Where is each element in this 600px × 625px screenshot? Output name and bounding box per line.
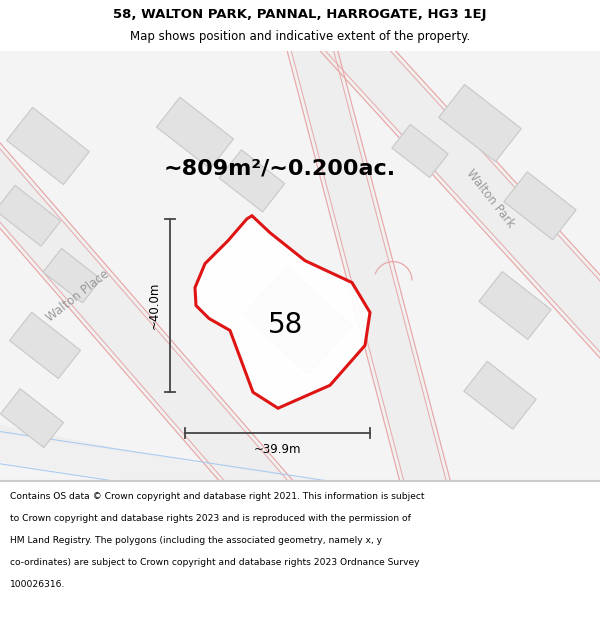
- Polygon shape: [244, 267, 352, 374]
- Text: Walton Place: Walton Place: [44, 267, 112, 324]
- Polygon shape: [321, 14, 600, 378]
- Text: Walton Park: Walton Park: [463, 167, 517, 231]
- Polygon shape: [464, 361, 536, 429]
- Polygon shape: [479, 271, 551, 339]
- Text: ~39.9m: ~39.9m: [254, 442, 301, 456]
- Text: ~40.0m: ~40.0m: [148, 282, 161, 329]
- Text: HM Land Registry. The polygons (including the associated geometry, namely x, y: HM Land Registry. The polygons (includin…: [10, 536, 382, 545]
- Polygon shape: [0, 416, 353, 524]
- Text: 58, WALTON PARK, PANNAL, HARROGATE, HG3 1EJ: 58, WALTON PARK, PANNAL, HARROGATE, HG3 …: [113, 8, 487, 21]
- Polygon shape: [7, 107, 89, 184]
- Polygon shape: [195, 216, 370, 408]
- Text: to Crown copyright and database rights 2023 and is reproduced with the permissio: to Crown copyright and database rights 2…: [10, 514, 411, 523]
- Polygon shape: [288, 36, 452, 506]
- Text: 58: 58: [268, 311, 304, 339]
- Polygon shape: [219, 150, 285, 212]
- Polygon shape: [0, 134, 310, 537]
- Polygon shape: [392, 124, 448, 177]
- Polygon shape: [10, 312, 80, 379]
- Polygon shape: [504, 172, 576, 240]
- Polygon shape: [1, 389, 64, 448]
- Text: Map shows position and indicative extent of the property.: Map shows position and indicative extent…: [130, 31, 470, 43]
- Polygon shape: [0, 51, 600, 480]
- Polygon shape: [157, 98, 233, 169]
- Polygon shape: [43, 249, 101, 302]
- Polygon shape: [439, 84, 521, 162]
- Text: co-ordinates) are subject to Crown copyright and database rights 2023 Ordnance S: co-ordinates) are subject to Crown copyr…: [10, 558, 419, 567]
- Text: Contains OS data © Crown copyright and database right 2021. This information is : Contains OS data © Crown copyright and d…: [10, 492, 425, 501]
- Polygon shape: [0, 426, 382, 519]
- Text: 100026316.: 100026316.: [10, 580, 65, 589]
- Text: ~809m²/~0.200ac.: ~809m²/~0.200ac.: [164, 159, 396, 179]
- Polygon shape: [0, 186, 61, 246]
